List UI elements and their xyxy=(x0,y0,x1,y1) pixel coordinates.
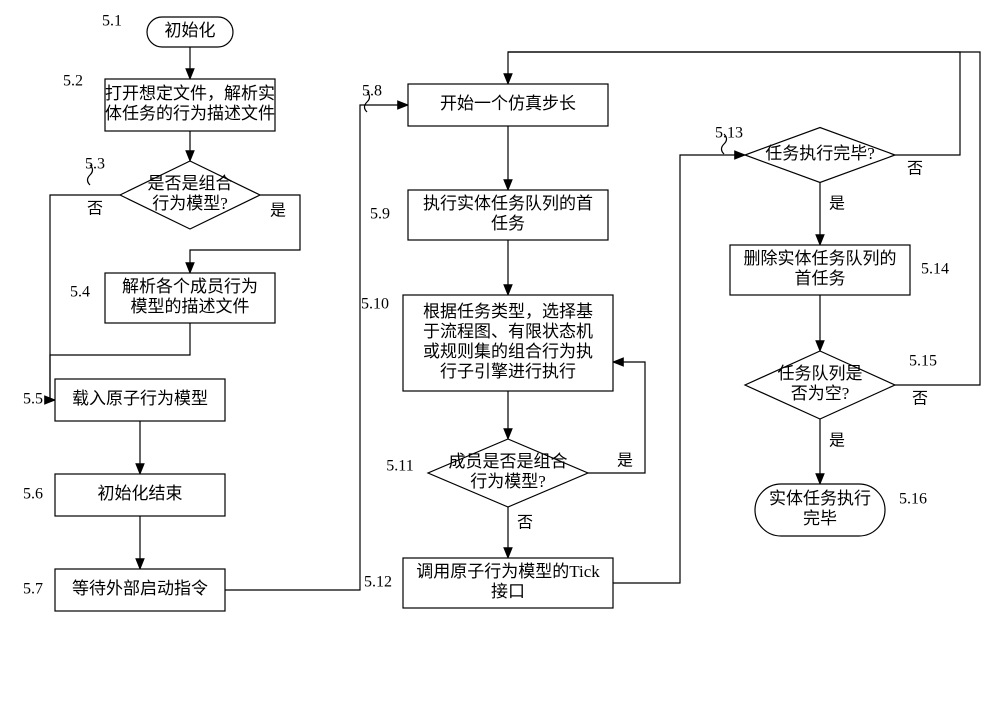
svg-text:接口: 接口 xyxy=(491,582,525,601)
svg-text:等待外部启动指令: 等待外部启动指令 xyxy=(72,579,208,598)
e-5_12-5_13 xyxy=(613,155,745,583)
e-5_13-5_8-no-label: 否 xyxy=(907,161,923,178)
svg-text:首任务: 首任务 xyxy=(795,269,846,288)
svg-text:任务队列是: 任务队列是 xyxy=(778,364,863,383)
svg-text:开始一个仿真步长: 开始一个仿真步长 xyxy=(440,94,576,113)
svg-text:模型的描述文件: 模型的描述文件 xyxy=(131,297,250,316)
node-n5_7: 等待外部启动指令 xyxy=(55,569,225,611)
step-label-n5_2: 5.2 xyxy=(63,73,83,90)
node-n5_1: 初始化 xyxy=(147,17,233,47)
e-5_15-5_16-yes-label: 是 xyxy=(829,433,845,450)
step-label-n5_13: 5.13 xyxy=(715,125,743,142)
step-label-n5_15: 5.15 xyxy=(909,353,937,370)
step-label-n5_11: 5.11 xyxy=(386,458,413,475)
svg-text:载入原子行为模型: 载入原子行为模型 xyxy=(72,389,208,408)
node-n5_3: 是否是组合行为模型? xyxy=(120,161,260,229)
svg-text:根据任务类型，选择基: 根据任务类型，选择基 xyxy=(423,302,593,321)
svg-text:行子引擎进行执行: 行子引擎进行执行 xyxy=(440,362,576,381)
step-label-n5_4: 5.4 xyxy=(70,284,90,301)
e-5_11-5_10-yes-label: 是 xyxy=(617,453,633,470)
node-n5_8: 开始一个仿真步长 xyxy=(408,84,608,126)
node-n5_10: 根据任务类型，选择基于流程图、有限状态机或规则集的组合行为执行子引擎进行执行 xyxy=(403,295,613,391)
svg-text:初始化: 初始化 xyxy=(165,21,216,40)
e-5_3-5_4-yes-label: 是 xyxy=(270,203,286,220)
svg-text:解析各个成员行为: 解析各个成员行为 xyxy=(122,277,258,296)
svg-text:完毕: 完毕 xyxy=(803,509,837,528)
e-5_11-5_12-no-label: 否 xyxy=(517,515,533,532)
step-label-n5_3: 5.3 xyxy=(85,156,105,173)
e-5_3-5_5-no-label: 否 xyxy=(87,201,103,218)
node-n5_13: 任务执行完毕? xyxy=(745,128,895,183)
svg-text:于流程图、有限状态机: 于流程图、有限状态机 xyxy=(423,322,593,341)
svg-text:行为模型?: 行为模型? xyxy=(470,472,546,491)
step-label-n5_9: 5.9 xyxy=(370,206,390,223)
node-n5_9: 执行实体任务队列的首任务 xyxy=(408,190,608,240)
svg-text:否为空?: 否为空? xyxy=(791,384,850,403)
flowchart-diagram: 是否否是是否是否初始化打开想定文件，解析实体任务的行为描述文件是否是组合行为模型… xyxy=(0,0,1000,711)
node-n5_15: 任务队列是否为空? xyxy=(745,351,895,419)
node-n5_16: 实体任务执行完毕 xyxy=(755,484,885,536)
svg-text:打开想定文件，解析实: 打开想定文件，解析实 xyxy=(105,84,275,103)
svg-text:调用原子行为模型的Tick: 调用原子行为模型的Tick xyxy=(416,562,600,581)
node-n5_12: 调用原子行为模型的Tick接口 xyxy=(403,558,613,608)
svg-text:是否是组合: 是否是组合 xyxy=(148,174,233,193)
svg-text:初始化结束: 初始化结束 xyxy=(98,484,183,503)
step-label-n5_6: 5.6 xyxy=(23,486,43,503)
svg-text:任务: 任务 xyxy=(491,214,525,233)
svg-text:执行实体任务队列的首: 执行实体任务队列的首 xyxy=(423,194,593,213)
svg-text:体任务的行为描述文件: 体任务的行为描述文件 xyxy=(105,104,275,123)
step-label-n5_14: 5.14 xyxy=(921,261,949,278)
e-5_13-5_14-yes-label: 是 xyxy=(829,196,845,213)
svg-text:或规则集的组合行为执: 或规则集的组合行为执 xyxy=(423,342,593,361)
step-label-n5_16: 5.16 xyxy=(899,491,927,508)
node-n5_4: 解析各个成员行为模型的描述文件 xyxy=(105,273,275,323)
e-5_7-5_8 xyxy=(225,105,408,590)
nodes-layer: 初始化打开想定文件，解析实体任务的行为描述文件是否是组合行为模型?解析各个成员行… xyxy=(55,17,910,611)
svg-text:任务执行完毕?: 任务执行完毕? xyxy=(765,144,875,163)
node-n5_11: 成员是否是组合行为模型? xyxy=(428,439,588,507)
svg-text:成员是否是组合: 成员是否是组合 xyxy=(449,452,568,471)
svg-text:行为模型?: 行为模型? xyxy=(152,194,228,213)
step-label-n5_7: 5.7 xyxy=(23,581,43,598)
node-n5_14: 删除实体任务队列的首任务 xyxy=(730,245,910,295)
step-label-n5_5: 5.5 xyxy=(23,391,43,408)
e-5_15-5_8-no-label: 否 xyxy=(912,391,928,408)
step-label-n5_10: 5.10 xyxy=(361,296,389,313)
svg-text:删除实体任务队列的: 删除实体任务队列的 xyxy=(744,249,897,268)
step-label-n5_12: 5.12 xyxy=(364,574,392,591)
node-n5_6: 初始化结束 xyxy=(55,474,225,516)
svg-text:实体任务执行: 实体任务执行 xyxy=(769,489,871,508)
step-label-n5_1: 5.1 xyxy=(102,13,122,30)
step-label-n5_8: 5.8 xyxy=(362,83,382,100)
node-n5_2: 打开想定文件，解析实体任务的行为描述文件 xyxy=(105,79,275,131)
node-n5_5: 载入原子行为模型 xyxy=(55,379,225,421)
